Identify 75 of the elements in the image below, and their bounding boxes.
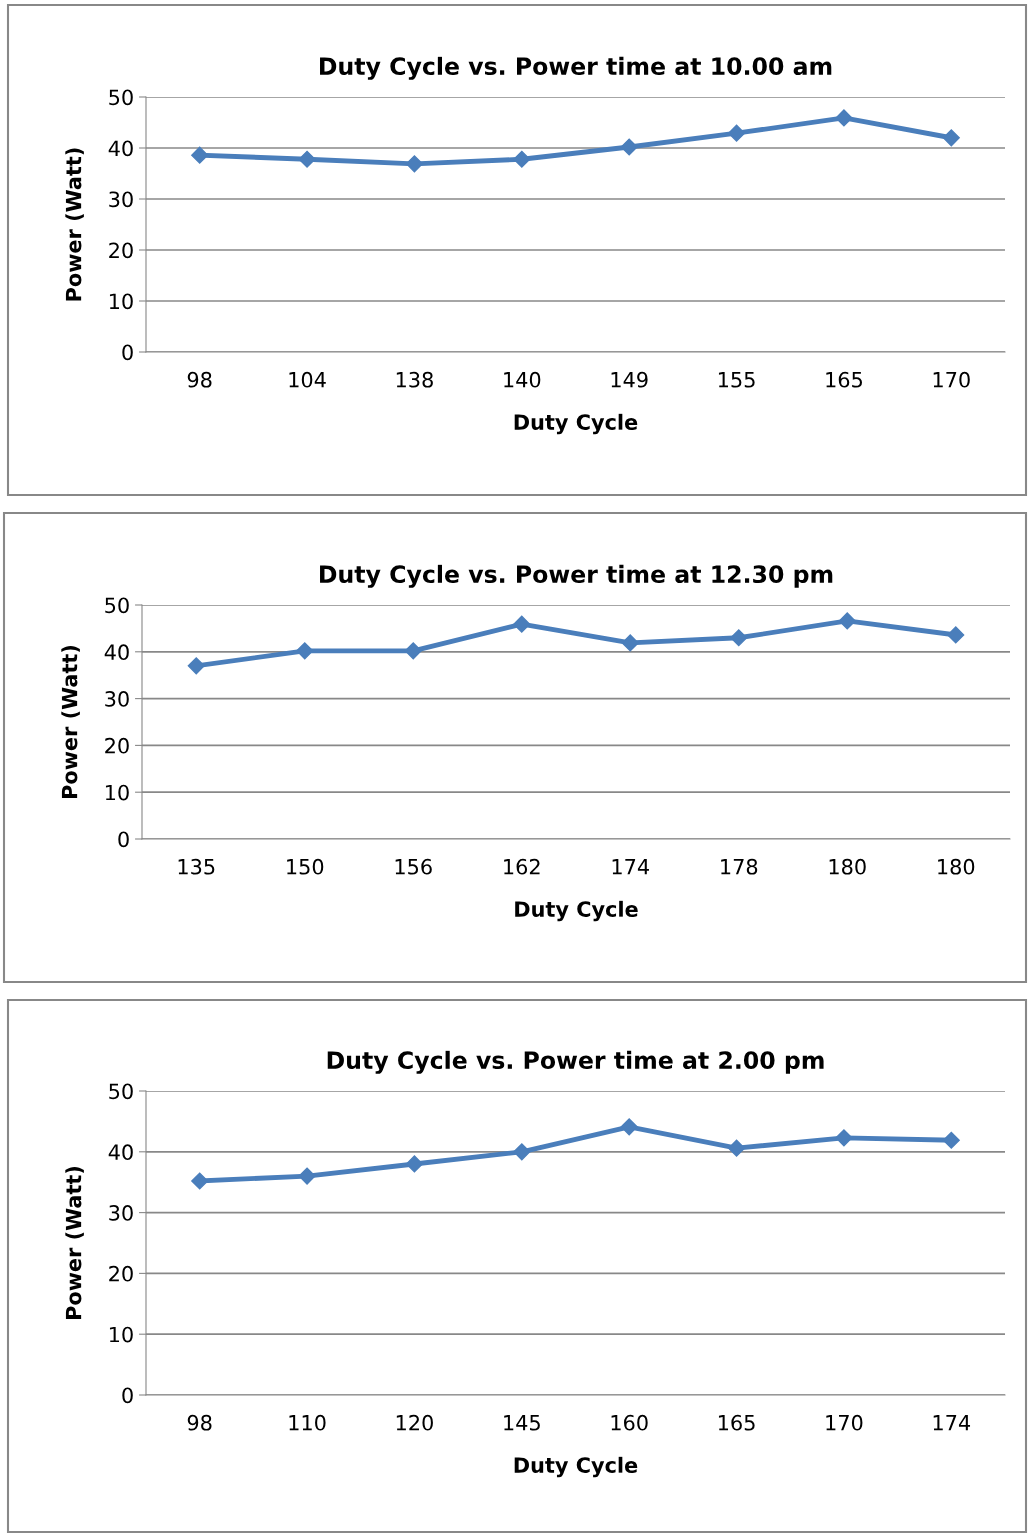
point (728, 124, 746, 142)
x-tick-label: 149 (611, 371, 648, 388)
x-tick-label: 162 (504, 858, 540, 875)
x-tick-label: 165 (826, 371, 862, 388)
point (513, 615, 531, 633)
x-tick-label: 178 (721, 858, 758, 875)
x-tick-label: 104 (289, 371, 326, 388)
x-tick-label: 156 (395, 858, 432, 875)
y-tick-label: 50 (109, 89, 133, 106)
chart-title: Duty Cycle vs. Power time at 12.30 pm (320, 564, 833, 588)
x-tick-label: 140 (504, 371, 541, 388)
x-tick-label: 160 (611, 1414, 648, 1431)
point (620, 138, 638, 156)
y-tick-label: 30 (109, 1205, 133, 1221)
x-tick-label: 180 (938, 858, 975, 875)
y-tick-label: 10 (105, 784, 129, 801)
point (187, 657, 205, 675)
point (838, 612, 856, 630)
x-tick-label: 138 (396, 371, 433, 388)
chart-title: Duty Cycle vs. Power time at 10.00 am (320, 56, 832, 80)
x-tick-label: 170 (826, 1414, 863, 1431)
y-tick-label: 40 (104, 644, 129, 661)
y-tick-label: 10 (109, 1326, 133, 1343)
x-axis-title: Duty Cycle (514, 413, 638, 435)
y-tick-label: 20 (109, 242, 133, 259)
x-tick-label: 145 (504, 1415, 540, 1431)
y-tick-label: 0 (122, 1387, 133, 1404)
y-tick-label: 10 (109, 293, 133, 310)
y-tick-label: 30 (109, 191, 133, 208)
chart-title: Duty Cycle vs. Power time at 2.00 pm (327, 1050, 824, 1074)
point (298, 1167, 316, 1185)
x-tick-label: 165 (718, 1414, 755, 1431)
point (942, 1131, 960, 1149)
x-tick-label: 120 (396, 1414, 433, 1431)
y-tick-label: 20 (105, 737, 129, 754)
x-tick-label: 98 (187, 1414, 212, 1431)
point (620, 1118, 638, 1136)
x-tick-label: 110 (289, 1414, 326, 1431)
point (404, 642, 422, 660)
y-tick-label: 0 (118, 831, 129, 848)
y-tick-label: 0 (122, 344, 133, 361)
point (513, 1143, 531, 1161)
x-axis-title: Duty Cycle (515, 900, 638, 922)
x-tick-label: 150 (287, 858, 324, 875)
x-tick-label: 174 (612, 859, 649, 875)
point (191, 146, 209, 164)
point (730, 629, 748, 647)
y-axis-title: Power (Watt) (65, 148, 84, 301)
point (728, 1139, 746, 1157)
y-tick-label: 50 (109, 1083, 133, 1100)
point (942, 129, 960, 147)
point (835, 109, 853, 127)
y-tick-label: 20 (109, 1265, 133, 1282)
x-tick-label: 98 (187, 371, 212, 388)
x-tick-label: 174 (933, 1415, 971, 1431)
y-axis-title: Power (Watt) (61, 645, 80, 798)
point (405, 155, 423, 173)
y-tick-label: 30 (105, 691, 129, 707)
x-tick-label: 180 (829, 858, 866, 875)
point (296, 642, 314, 660)
y-tick-label: 40 (108, 140, 133, 157)
x-tick-label: 135 (178, 858, 215, 875)
point (298, 150, 316, 168)
point (513, 150, 531, 168)
point (191, 1172, 209, 1190)
point (621, 634, 639, 652)
y-tick-label: 40 (108, 1144, 133, 1161)
x-tick-label: 170 (933, 371, 970, 388)
point (835, 1129, 853, 1147)
x-tick-label: 155 (718, 372, 755, 388)
y-axis-title: Power (Watt) (65, 1166, 84, 1319)
point (947, 626, 965, 644)
point (405, 1155, 423, 1173)
x-axis-title: Duty Cycle (514, 1456, 638, 1478)
y-tick-label: 50 (105, 597, 129, 614)
